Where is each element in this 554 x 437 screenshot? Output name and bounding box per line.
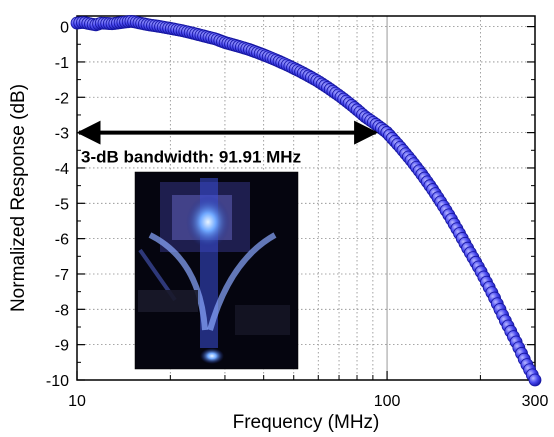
y-tick-label: -9	[55, 338, 69, 355]
y-axis-label: Normalized Response (dB)	[8, 84, 29, 312]
y-tick-label: -10	[46, 373, 69, 390]
y-tick-label: 0	[60, 20, 69, 37]
data-series	[70, 14, 542, 387]
y-tick-label: -5	[55, 196, 69, 213]
x-tick-label: 10	[68, 393, 86, 410]
x-axis-label: Frequency (MHz)	[233, 412, 380, 433]
x-tick-label: 300	[522, 393, 549, 410]
y-tick-label: -6	[55, 232, 69, 249]
y-tick-label: -2	[55, 90, 69, 107]
y-tick-label: -8	[55, 302, 69, 319]
photo-inset	[134, 171, 299, 370]
y-tick-labels: 0 -1 -2 -3 -4 -5 -6 -7 -8 -9 -10	[46, 20, 69, 390]
y-tick-label: -4	[55, 161, 69, 178]
x-tick-label: 100	[374, 393, 401, 410]
y-tick-label: -3	[55, 126, 69, 143]
bandwidth-annotation: 3-dB bandwidth: 91.91 MHz	[81, 148, 301, 167]
y-tick-label: -7	[55, 267, 69, 284]
plot-frame	[76, 15, 536, 381]
data-point	[528, 373, 542, 387]
x-tick-labels: 10 100 300	[68, 393, 548, 410]
y-tick-label: -1	[55, 55, 69, 72]
